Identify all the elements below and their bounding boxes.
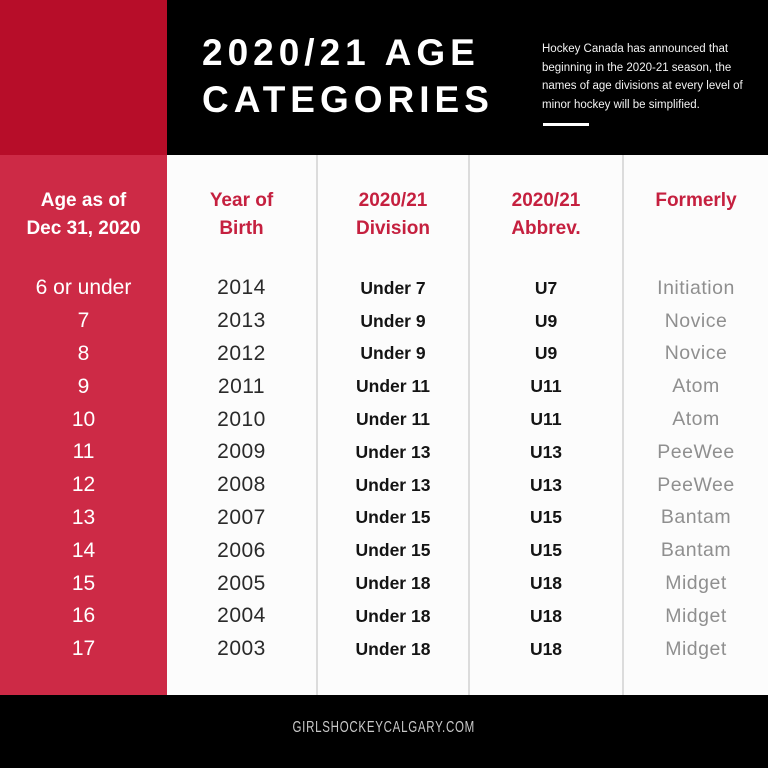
header-note-line: Hockey Canada has announced that — [542, 43, 729, 55]
age-cell: 15 — [71, 571, 96, 595]
abbrev-cell: U9 — [534, 310, 558, 331]
age-cell: 9 — [77, 374, 90, 398]
year-cell: 2007 — [217, 505, 266, 529]
column-header-division-line1: 2020/21 — [358, 190, 428, 211]
column-header-year-line2: Birth — [219, 217, 264, 239]
age-cell: 13 — [71, 505, 96, 529]
age-cell: 17 — [71, 637, 96, 661]
column-header-abbrev-line1: 2020/21 — [511, 190, 581, 211]
formerly-cell: Midget — [665, 604, 727, 627]
abbrev-cell: U11 — [530, 409, 562, 430]
column-header-formerly: Formerly — [624, 155, 768, 272]
column-header-formerly-line1: Formerly — [655, 190, 737, 211]
formerly-rows: Initiation Novice Novice Atom Atom PeeWe… — [624, 272, 768, 666]
division-cell: Under 15 — [355, 507, 431, 528]
year-cell: 2009 — [217, 440, 266, 464]
abbrev-cell: U13 — [529, 441, 563, 462]
age-cell: 8 — [77, 341, 90, 365]
abbrev-cell: U11 — [530, 376, 562, 397]
column-year-of-birth: Year of Birth 2014 2013 2012 2011 2010 2… — [167, 155, 316, 695]
column-header-abbrev-line2: Abbrev. — [511, 217, 581, 239]
page-title-line1: 2020/21 AGE — [202, 32, 480, 73]
website-url: GIRLSHOCKEYCALGARY.COM — [292, 719, 476, 736]
age-categories-table: Age as of Dec 31, 2020 6 or under 7 8 9 … — [0, 155, 768, 695]
division-cell: Under 9 — [360, 343, 426, 364]
year-cell: 2014 — [217, 276, 266, 300]
year-rows: 2014 2013 2012 2011 2010 2009 2008 2007 … — [167, 272, 316, 666]
abbrev-cell: U9 — [534, 343, 558, 364]
column-header-year: Year of Birth — [167, 155, 316, 272]
division-cell: Under 15 — [355, 540, 431, 561]
abbrev-cell: U7 — [534, 277, 558, 298]
division-cell: Under 18 — [355, 605, 431, 626]
column-header-division: 2020/21 Division — [318, 155, 468, 272]
division-cell: Under 11 — [356, 409, 430, 430]
formerly-cell: PeeWee — [657, 473, 735, 496]
division-cell: Under 18 — [355, 573, 431, 594]
formerly-cell: Novice — [664, 342, 728, 365]
division-cell: Under 13 — [355, 441, 431, 462]
year-cell: 2008 — [217, 473, 266, 497]
abbrev-cell: U18 — [529, 573, 563, 594]
formerly-cell: Atom — [672, 375, 720, 398]
column-formerly: Formerly Initiation Novice Novice Atom A… — [622, 155, 768, 695]
division-cell: Under 7 — [360, 277, 426, 298]
formerly-cell: Bantam — [660, 539, 732, 562]
header-note-line: minor hockey will be simplified. — [542, 98, 700, 111]
column-header-division-line2: Division — [356, 217, 430, 239]
age-cell: 16 — [71, 604, 96, 628]
abbrev-cell: U18 — [529, 638, 563, 659]
age-cell: 14 — [71, 538, 96, 562]
age-rows: 6 or under 7 8 9 10 11 12 13 14 15 16 17 — [0, 272, 167, 666]
formerly-cell: Initiation — [657, 276, 735, 299]
note-underline-rule — [543, 123, 589, 126]
column-header-abbrev: 2020/21 Abbrev. — [470, 155, 622, 272]
page-title: 2020/21 AGE CATEGORIES — [202, 29, 494, 123]
abbrev-cell: U18 — [529, 605, 563, 626]
formerly-cell: Novice — [664, 309, 728, 332]
column-division: 2020/21 Division Under 7 Under 9 Under 9… — [316, 155, 468, 695]
formerly-cell: Midget — [665, 572, 727, 595]
year-cell: 2010 — [217, 407, 266, 431]
year-cell: 2004 — [217, 604, 266, 628]
year-cell: 2006 — [217, 538, 266, 562]
age-cell: 10 — [71, 407, 96, 431]
abbrev-cell: U15 — [529, 507, 563, 528]
division-cell: Under 11 — [356, 376, 430, 397]
page-title-line2: CATEGORIES — [202, 79, 494, 120]
column-age: Age as of Dec 31, 2020 6 or under 7 8 9 … — [0, 155, 167, 695]
year-cell: 2003 — [217, 637, 266, 661]
header-band: 2020/21 AGE CATEGORIES Hockey Canada has… — [0, 0, 768, 155]
year-cell: 2005 — [217, 571, 266, 595]
division-cell: Under 18 — [355, 638, 431, 659]
year-cell: 2013 — [217, 309, 266, 333]
year-cell: 2011 — [217, 374, 266, 398]
age-cell: 11 — [72, 440, 95, 464]
division-rows: Under 7 Under 9 Under 9 Under 11 Under 1… — [318, 272, 468, 666]
column-header-year-line1: Year of — [209, 190, 274, 211]
age-cell: 7 — [77, 309, 90, 333]
header-note-line: names of age divisions at every level of — [542, 80, 743, 93]
division-cell: Under 13 — [355, 474, 431, 495]
column-header-age-line2: Dec 31, 2020 — [26, 217, 141, 239]
column-header-age-line1: Age as of — [40, 190, 127, 211]
header-red-block — [0, 0, 167, 155]
division-cell: Under 9 — [360, 310, 426, 331]
footer-band: GIRLSHOCKEYCALGARY.COM — [0, 695, 768, 768]
formerly-cell: Atom — [672, 408, 720, 431]
abbrev-cell: U15 — [529, 540, 563, 561]
year-cell: 2012 — [217, 341, 266, 365]
formerly-cell: PeeWee — [657, 440, 735, 463]
column-abbrev: 2020/21 Abbrev. U7 U9 U9 U11 U11 U13 U13… — [468, 155, 622, 695]
header-note-line: beginning in the 2020-21 season, the — [542, 61, 732, 74]
formerly-cell: Bantam — [660, 506, 732, 529]
abbrev-cell: U13 — [529, 474, 563, 495]
age-cell: 12 — [71, 473, 96, 497]
header-note: Hockey Canada has announced that beginni… — [542, 40, 743, 114]
formerly-cell: Midget — [665, 637, 727, 660]
column-header-age: Age as of Dec 31, 2020 — [0, 155, 167, 272]
age-cell: 6 or under — [35, 276, 132, 300]
abbrev-rows: U7 U9 U9 U11 U11 U13 U13 U15 U15 U18 U18… — [470, 272, 622, 666]
